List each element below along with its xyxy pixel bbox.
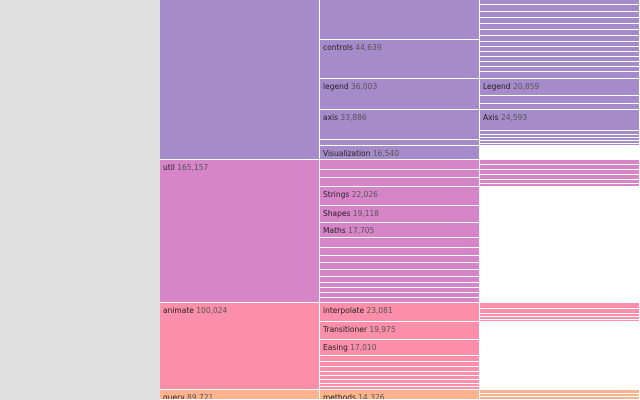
node-value: 19,118: [352, 209, 380, 218]
node-value: 22,026: [351, 190, 378, 199]
node-c3-o[interactable]: [480, 96, 640, 104]
node-methods[interactable]: methods 14,326: [320, 390, 480, 400]
node-label: Visualization 16,540: [323, 149, 399, 159]
node-util-e[interactable]: [320, 248, 480, 256]
node-util-j[interactable]: [320, 283, 480, 288]
node-anim-h[interactable]: [320, 387, 480, 390]
node-value: 100,024: [196, 306, 228, 315]
node-anim-g[interactable]: [320, 384, 480, 387]
node-label: Easing 17,010: [323, 343, 376, 353]
node-interpolate[interactable]: interpolate 23,081: [320, 303, 480, 322]
node-name: Maths: [323, 226, 346, 235]
node-transitioner[interactable]: Transitioner 19,975: [320, 322, 480, 340]
node-anim-b[interactable]: [320, 362, 480, 367]
node-value: 44,639: [355, 43, 382, 52]
node-vis-gap[interactable]: [320, 140, 480, 146]
parent-column-panel[interactable]: [0, 0, 160, 400]
node-label: Shapes 19,118: [323, 209, 379, 219]
node-value: 14,326: [358, 393, 385, 400]
node-label: Legend 20,859: [483, 82, 539, 92]
node-animate[interactable]: animate 100,024: [160, 303, 320, 390]
node-c3-af[interactable]: [480, 320, 640, 322]
node-value: 165,157: [177, 163, 209, 172]
node-name: query: [163, 393, 185, 400]
node-label: query 89,721: [163, 393, 214, 400]
node-name: legend: [323, 82, 349, 91]
node-name: Axis: [483, 113, 499, 122]
node-util-i[interactable]: [320, 277, 480, 283]
node-label: Axis 24,593: [483, 113, 527, 123]
node-util-k[interactable]: [320, 288, 480, 293]
node-label: animate 100,024: [163, 306, 227, 316]
node-legend[interactable]: legend 36,003: [320, 79, 480, 110]
node-controls[interactable]: controls 44,639: [320, 40, 480, 79]
node-query[interactable]: query 89,721: [160, 390, 320, 400]
node-value: 20,859: [512, 82, 540, 91]
node-name: methods: [323, 393, 356, 400]
node-value: 17,705: [348, 226, 375, 235]
node-shapes[interactable]: Shapes 19,118: [320, 206, 480, 223]
node-value: 24,593: [500, 113, 528, 122]
node-c3-u[interactable]: [480, 144, 640, 146]
node-name: Transitioner: [323, 325, 367, 334]
node-value: 33,886: [340, 113, 367, 122]
node-maths[interactable]: Maths 17,705: [320, 223, 480, 238]
node-strings[interactable]: Strings 22,026: [320, 187, 480, 206]
node-util[interactable]: util 165,157: [160, 160, 320, 303]
node-util-c[interactable]: [320, 178, 480, 187]
node-value: 36,003: [350, 82, 378, 91]
node-anim-c[interactable]: [320, 367, 480, 372]
node-util-g[interactable]: [320, 263, 480, 270]
node-c3-aa[interactable]: [480, 184, 640, 187]
node-util-b[interactable]: [320, 170, 480, 178]
node-name: axis: [323, 113, 339, 122]
node-util-m[interactable]: [320, 298, 480, 303]
node-label: controls 44,639: [323, 43, 382, 53]
node-name: Easing: [323, 343, 348, 352]
node-anim-e[interactable]: [320, 376, 480, 380]
node-label: legend 36,003: [323, 82, 377, 92]
node-value: 16,540: [372, 149, 400, 158]
node-label: Transitioner 19,975: [323, 325, 396, 335]
node-name: Visualization: [323, 149, 371, 158]
node-easing[interactable]: Easing 17,010: [320, 340, 480, 356]
node-name: animate: [163, 306, 194, 315]
node-vis-top[interactable]: [320, 0, 480, 40]
node-axis[interactable]: axis 33,886: [320, 110, 480, 140]
node-name: util: [163, 163, 175, 172]
node-label: interpolate 23,081: [323, 306, 393, 316]
node-util-a[interactable]: [320, 160, 480, 170]
node-name: controls: [323, 43, 353, 52]
node-label: Maths 17,705: [323, 226, 374, 236]
node-util-l[interactable]: [320, 293, 480, 298]
node-util-f[interactable]: [320, 256, 480, 263]
node-label: methods 14,326: [323, 393, 385, 400]
node-anim-d[interactable]: [320, 372, 480, 376]
node-c3-n[interactable]: [480, 72, 640, 79]
node-visualization[interactable]: Visualization 16,540: [320, 146, 480, 160]
node-name: Legend: [483, 82, 511, 91]
node-vis-root[interactable]: [160, 0, 320, 160]
node-anim-f[interactable]: [320, 380, 480, 384]
node-value: 17,010: [350, 343, 377, 352]
node-axis-class[interactable]: Axis 24,593: [480, 110, 640, 131]
node-label: util 165,157: [163, 163, 208, 173]
node-legend-class[interactable]: Legend 20,859: [480, 79, 640, 96]
node-util-h[interactable]: [320, 270, 480, 277]
node-label: Strings 22,026: [323, 190, 378, 200]
node-name: Strings: [323, 190, 350, 199]
node-c3-b[interactable]: [480, 5, 640, 12]
node-value: 23,081: [366, 306, 393, 315]
node-name: interpolate: [323, 306, 365, 315]
node-name: Shapes: [323, 209, 351, 218]
node-value: 89,721: [187, 393, 214, 400]
node-util-d[interactable]: [320, 238, 480, 248]
node-value: 19,975: [369, 325, 396, 334]
node-label: axis 33,886: [323, 113, 367, 123]
node-anim-a[interactable]: [320, 356, 480, 362]
